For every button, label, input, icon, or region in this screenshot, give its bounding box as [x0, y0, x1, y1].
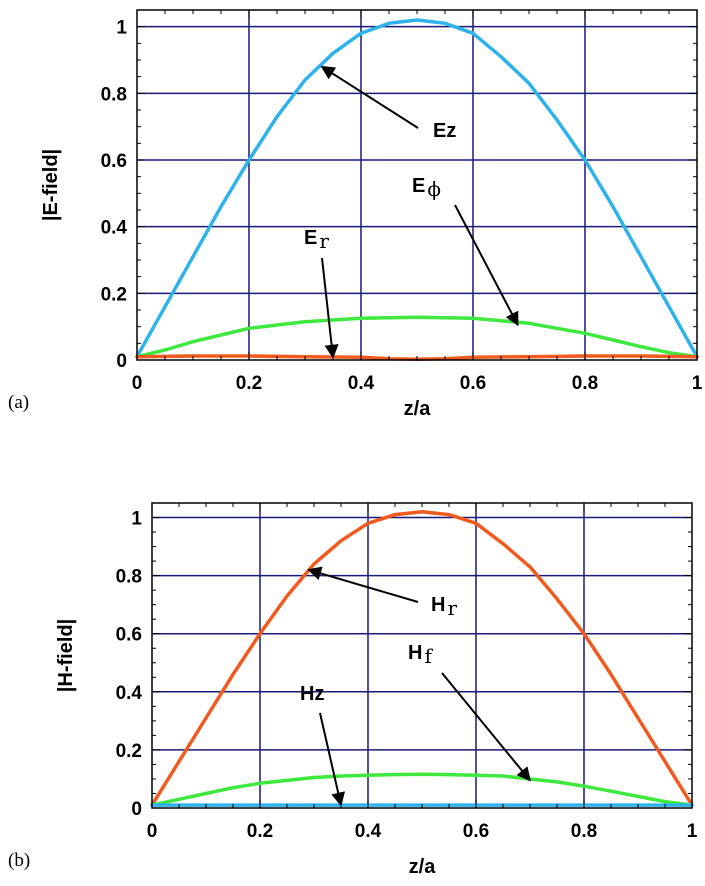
chart-a-x-tick-label: 0.8 — [572, 373, 598, 394]
chart-b-y-tick-label: 0 — [131, 799, 142, 820]
chart-b-x-tick-label: 0.8 — [571, 821, 597, 842]
chart-b-grid — [152, 503, 692, 808]
chart-b-annotation-h-z: Hz — [300, 683, 324, 705]
chart-a-annotation-arrow — [321, 257, 339, 359]
chart-b-x-tick-label: 1 — [687, 821, 698, 842]
chart-b-x-axis-label: z/a — [409, 856, 437, 878]
chart-b-x-tick-label: 0.6 — [463, 821, 489, 842]
chart-b-y-axis-label: |H-field| — [55, 619, 77, 692]
chart-a-x-tick-label: 0 — [132, 373, 143, 394]
chart-a-x-tick-label: 1 — [692, 373, 703, 394]
chart-b-y-tick-label: 0.6 — [116, 625, 142, 646]
chart-b-panel-label: (b) — [8, 850, 30, 871]
chart-a-frame-ticks — [136, 9, 698, 361]
chart-a-y-tick-label: 0.8 — [101, 84, 127, 105]
chart-a-y-tick-labels: 0 0.2 0.4 0.6 0.8 1 — [101, 18, 128, 372]
chart-a-panel-label: (a) — [8, 392, 29, 413]
chart-a-annotations: Ez E ϕ E r — [304, 65, 519, 359]
chart-a-y-tick-label: 0 — [116, 351, 127, 372]
chart-b-annotation-arrow — [441, 672, 531, 782]
chart-a-y-tick-label: 0.6 — [101, 151, 127, 172]
chart-b-frame-ticks — [151, 502, 693, 809]
chart-a-x-tick-label: 0.6 — [460, 373, 486, 394]
chart-b-annotation-arrow — [307, 566, 419, 603]
chart-a-y-tick-label: 0.2 — [101, 284, 127, 305]
chart-b-x-tick-labels: 0 0.2 0.4 0.6 0.8 1 — [147, 821, 698, 842]
chart-b-y-tick-label: 0.2 — [116, 741, 142, 762]
chart-a-series-line-e — [135, 315, 699, 359]
chart-a-x-axis-label: z/a — [404, 398, 432, 420]
chart-a-x-tick-label: 0.2 — [236, 373, 262, 394]
chart-a-annotation-e-z: Ez — [433, 120, 456, 142]
chart-b-y-tick-label: 0.8 — [116, 567, 142, 588]
chart-b-y-tick-label: 1 — [131, 509, 142, 530]
chart-b-x-tick-label: 0.4 — [355, 821, 382, 842]
chart-b-y-tick-labels: 0 0.2 0.4 0.6 0.8 1 — [116, 509, 143, 820]
chart-a-grid — [137, 10, 697, 360]
chart-b-series-line-hr — [150, 509, 694, 807]
chart-b-series-line-hf — [150, 772, 694, 807]
chart-b-annotation-arrow — [319, 712, 346, 807]
chart-a-annotation-arrow — [454, 204, 519, 327]
chart-b-x-tick-label: 0 — [147, 821, 158, 842]
chart-a-y-tick-label: 1 — [116, 18, 127, 39]
chart-b-y-tick-label: 0.4 — [116, 683, 143, 704]
chart-a-annotation-arrow — [320, 65, 419, 129]
chart-a-y-tick-label: 0.4 — [101, 218, 128, 239]
chart-a: 0 0.2 0.4 0.6 0.8 1 0 0.2 0.4 0.6 0.8 1 Ez E ϕ E r z/a… — [8, 9, 703, 420]
chart-a-y-axis-label: |E-field| — [40, 149, 62, 221]
chart-a-series-line-ez — [135, 18, 699, 359]
chart-a-x-tick-label: 0.4 — [348, 373, 375, 394]
chart-b-x-tick-label: 0.2 — [247, 821, 273, 842]
chart-a-x-tick-labels: 0 0.2 0.4 0.6 0.8 1 — [132, 373, 703, 394]
